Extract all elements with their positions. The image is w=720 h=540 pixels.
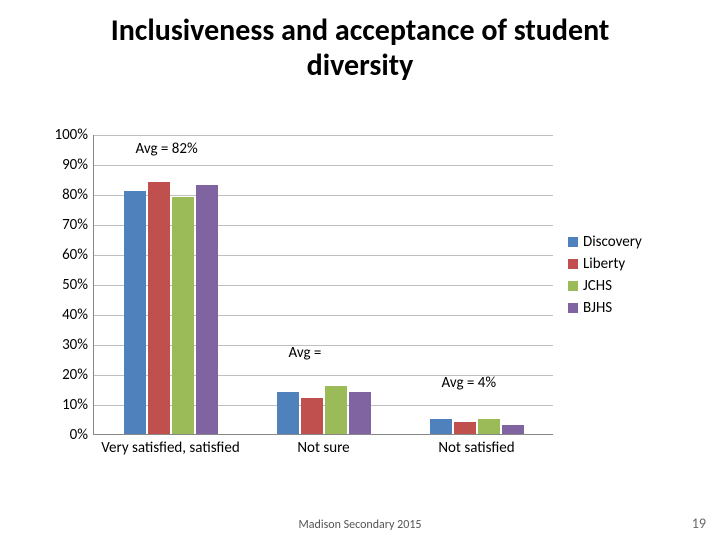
footer-text: Madison Secondary 2015: [0, 518, 720, 532]
legend-item: BJHS: [568, 299, 642, 317]
bar: [430, 419, 452, 434]
y-tick-label: 100%: [54, 126, 88, 144]
annotation: Avg = 4%: [442, 374, 497, 392]
x-tick-label: Not sure: [254, 440, 394, 457]
annotation: Avg = 82%: [136, 140, 198, 158]
y-tick-label: 80%: [62, 186, 88, 204]
y-tick-label: 20%: [62, 366, 88, 384]
chart: 0%10%20%30%40%50%60%70%80%90%100%Very sa…: [38, 135, 678, 495]
y-tick-label: 70%: [62, 216, 88, 234]
legend-item: Discovery: [568, 233, 642, 251]
y-tick-label: 90%: [62, 156, 88, 174]
legend-label: Discovery: [583, 233, 642, 251]
gridline: [94, 165, 553, 166]
legend-item: JCHS: [568, 277, 642, 295]
bar: [148, 182, 170, 434]
plot-area: 0%10%20%30%40%50%60%70%80%90%100%Very sa…: [93, 135, 553, 435]
bar: [277, 392, 299, 434]
y-tick-label: 10%: [62, 396, 88, 414]
bar: [325, 386, 347, 434]
x-tick-label: Very satisfied, satisfied: [101, 440, 241, 457]
legend-item: Liberty: [568, 255, 642, 273]
bar: [196, 185, 218, 434]
chart-title: Inclusiveness and acceptance of student …: [0, 0, 720, 91]
y-tick-label: 0%: [70, 426, 88, 444]
legend-label: Liberty: [583, 255, 625, 273]
bar: [349, 392, 371, 434]
y-tick-label: 50%: [62, 276, 88, 294]
bar: [124, 191, 146, 434]
page-number: 19: [692, 515, 706, 532]
annotation: Avg =: [289, 344, 322, 362]
legend-label: BJHS: [583, 299, 612, 317]
bar: [172, 197, 194, 434]
bar: [454, 422, 476, 434]
legend-swatch: [568, 259, 578, 269]
x-tick-label: Not satisfied: [407, 440, 547, 457]
legend: Discovery Liberty JCHS BJHS: [568, 229, 642, 321]
legend-swatch: [568, 281, 578, 291]
y-tick-label: 40%: [62, 306, 88, 324]
legend-swatch: [568, 237, 578, 247]
bar: [478, 419, 500, 434]
legend-label: JCHS: [583, 277, 612, 295]
y-tick-label: 30%: [62, 336, 88, 354]
y-tick-label: 60%: [62, 246, 88, 264]
gridline: [94, 135, 553, 136]
bar: [301, 398, 323, 434]
legend-swatch: [568, 303, 578, 313]
bar: [502, 425, 524, 434]
